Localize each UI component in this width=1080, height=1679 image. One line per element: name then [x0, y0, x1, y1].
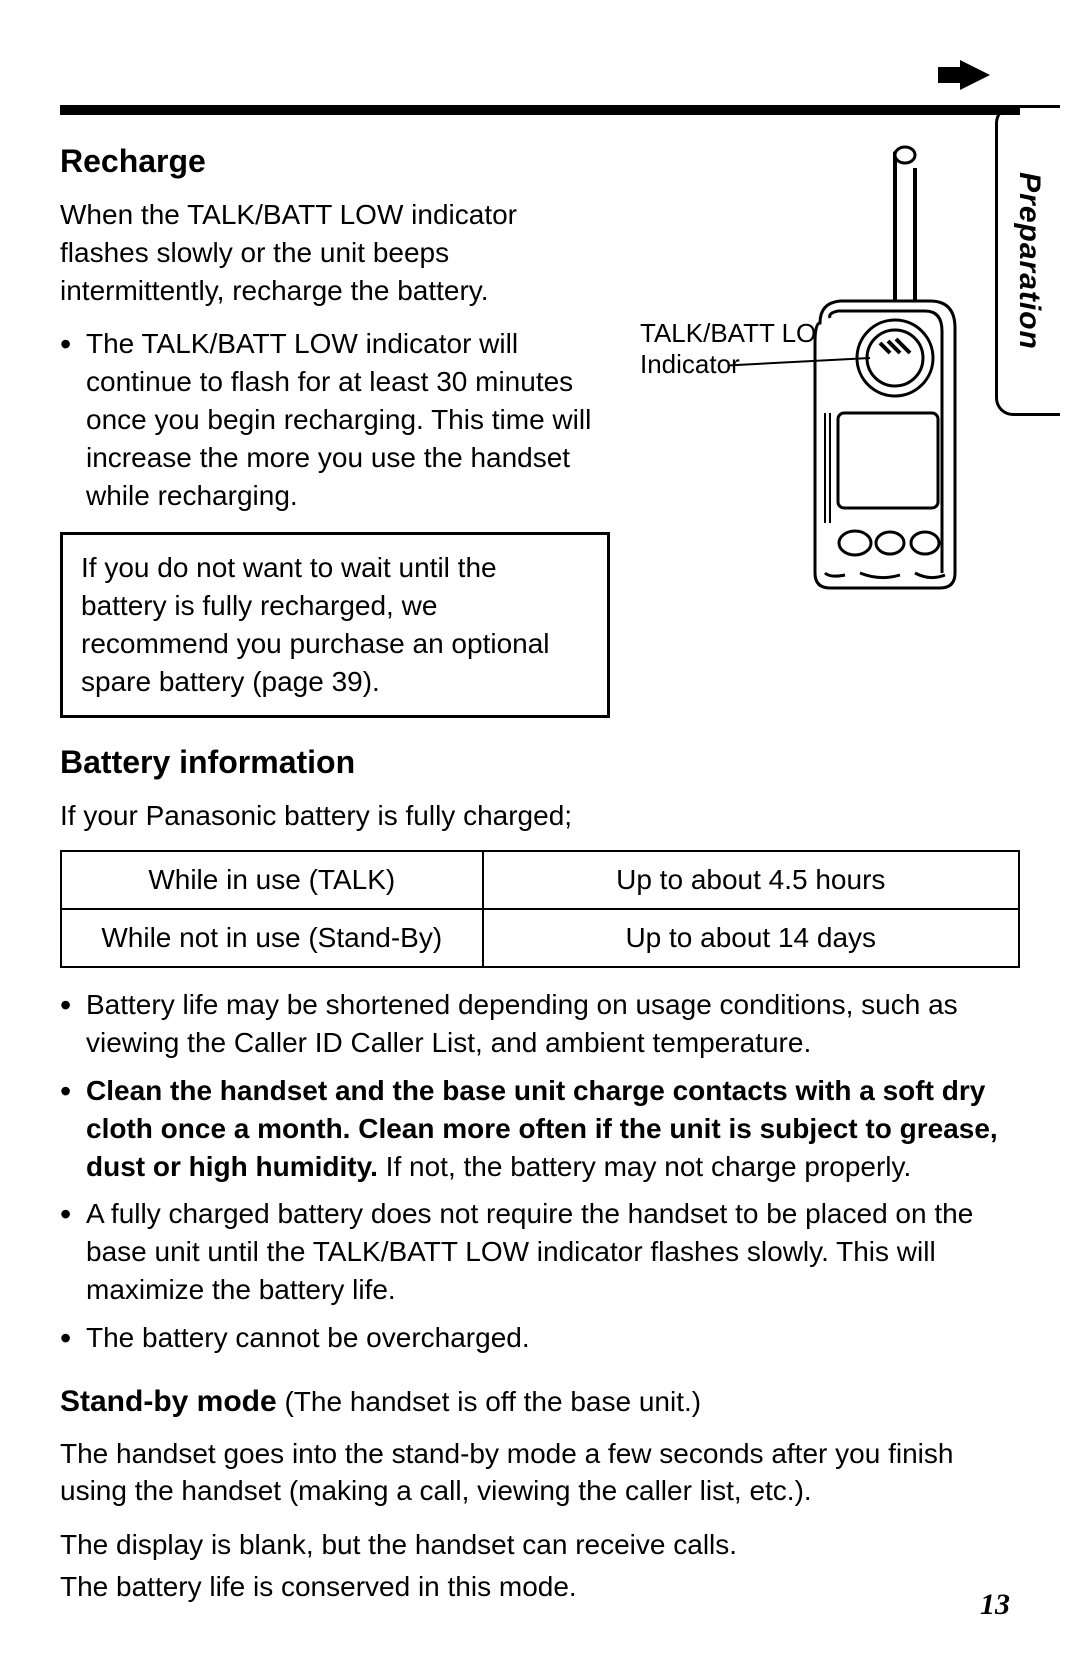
standby-heading: Stand-by mode (The handset is off the ba…	[60, 1385, 1020, 1419]
battery-bullet-1: Battery life may be shortened depending …	[60, 986, 1020, 1062]
table-cell: Up to about 14 days	[483, 909, 1019, 967]
recharge-intro: When the TALK/BATT LOW indicator flashes…	[60, 196, 610, 309]
recharge-note-box: If you do not want to wait until the bat…	[60, 532, 610, 717]
recharge-note-text: If you do not want to wait until the bat…	[81, 552, 550, 696]
table-cell: While not in use (Stand-By)	[61, 909, 483, 967]
battery-bullet-2-rest: If not, the battery may not charge prope…	[378, 1151, 911, 1182]
battery-info-heading: Battery information	[60, 744, 1020, 781]
recharge-bullet-list: The TALK/BATT LOW indicator will continu…	[60, 325, 610, 514]
page-number: 13	[980, 1588, 1010, 1622]
recharge-heading: Recharge	[60, 143, 610, 180]
table-cell: Up to about 4.5 hours	[483, 851, 1019, 909]
table-row: While not in use (Stand-By) Up to about …	[61, 909, 1019, 967]
handset-illustration-icon	[730, 143, 990, 593]
standby-p3: The battery life is conserved in this mo…	[60, 1568, 1020, 1606]
recharge-bullet: The TALK/BATT LOW indicator will continu…	[60, 325, 610, 514]
right-column: TALK/BATT LOW Indicator	[640, 143, 1020, 744]
callout-line2: Indicator	[640, 349, 740, 379]
standby-heading-bold: Stand-by mode	[60, 1385, 277, 1418]
left-column: Recharge When the TALK/BATT LOW indicato…	[60, 143, 610, 744]
table-cell: While in use (TALK)	[61, 851, 483, 909]
horizontal-rule	[60, 105, 1020, 115]
standby-p1: The handset goes into the stand-by mode …	[60, 1435, 1020, 1511]
battery-info-table: While in use (TALK) Up to about 4.5 hour…	[60, 850, 1020, 968]
standby-heading-rest: (The handset is off the base unit.)	[277, 1386, 701, 1417]
content-row: Recharge When the TALK/BATT LOW indicato…	[60, 143, 1020, 744]
battery-bullet-4: The battery cannot be overcharged.	[60, 1319, 1020, 1357]
battery-info-intro: If your Panasonic battery is fully charg…	[60, 797, 1020, 835]
battery-bullet-2: Clean the handset and the base unit char…	[60, 1072, 1020, 1185]
table-row: While in use (TALK) Up to about 4.5 hour…	[61, 851, 1019, 909]
battery-info-bullet-list: Battery life may be shortened depending …	[60, 986, 1020, 1356]
page: Preparation Recharge When the TALK/BATT …	[0, 0, 1080, 1662]
battery-bullet-3: A fully charged battery does not require…	[60, 1195, 1020, 1308]
next-page-arrow-icon	[960, 60, 990, 90]
standby-p2: The display is blank, but the handset ca…	[60, 1526, 1020, 1564]
